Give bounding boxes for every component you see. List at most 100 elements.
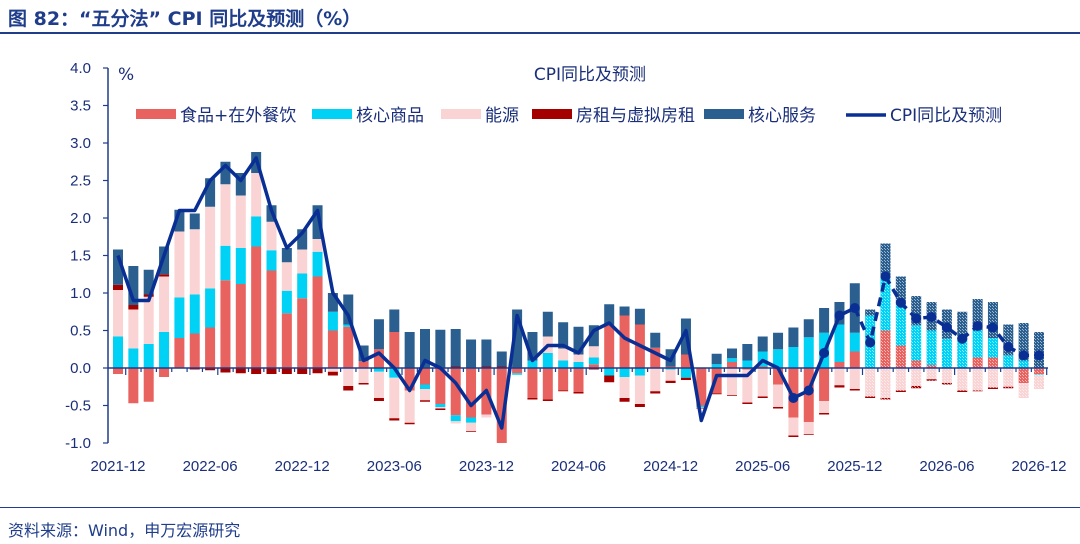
forecast-hatch [895,390,906,392]
bar-food-2023-04 [358,361,369,368]
bar-food-2023-02 [327,330,338,368]
bar-energy-2022-06 [205,206,216,289]
bar-food-2025-02 [696,368,707,406]
bar-core-services-2022-05 [189,213,200,230]
bar-energy-2025-06 [757,368,768,397]
bar-rent-2022-03 [159,274,170,277]
bar-core-services-2025-07 [773,332,784,350]
bar-core-goods-2023-11 [466,417,477,423]
forecast-hatch [895,345,906,368]
bar-rent-2024-08 [604,375,615,383]
bar-food-2024-05 [558,368,569,391]
bar-core-services-2024-09 [619,306,630,316]
forecast-hatch [911,296,922,326]
forecast-hatch [1018,360,1029,368]
bar-energy-2025-09 [803,422,814,434]
bar-rent-2024-10 [634,404,645,407]
bar-rent-2025-05 [742,402,753,404]
bar-core-services-2024-11 [650,332,661,348]
bar-core-goods-2022-01 [128,348,139,368]
bar-core-goods-2023-06 [389,368,400,378]
bar-core-services-2024-03 [527,332,538,361]
bar-core-services-2022-02 [143,269,154,295]
bar-food-2024-01 [496,368,507,443]
bar-food-2022-08 [235,284,246,368]
bar-food-2022-10 [266,270,277,368]
bar-rent-2025-11 [834,385,845,388]
bar-energy-2025-11 [834,368,845,386]
bar-food-2022-05 [189,333,200,368]
bar-energy-2023-10 [450,421,461,424]
bar-core-services-2024-05 [558,322,569,349]
bar-food-2023-08 [420,368,430,385]
bar-core-services-2022-11 [281,248,292,263]
bar-energy-2023-02 [327,368,338,372]
forecast-hatch [1034,368,1044,374]
bar-core-goods-2022-04 [174,297,185,338]
bar-core-goods-2022-09 [251,216,262,247]
bar-core-goods-2025-07 [773,349,784,368]
bar-core-services-2024-02 [512,309,523,368]
bar-rent-2022-01 [128,305,139,310]
bar-energy-2022-08 [235,195,246,248]
forecast-hatch [895,368,906,391]
cpi-point-2026-07 [957,333,968,344]
bar-rent-2023-09 [435,408,446,410]
bar-core-services-2025-06 [757,336,768,352]
bar-rent-2025-09 [803,434,814,435]
x-tick-label: 2024-06 [551,458,606,475]
bar-energy-2023-01 [312,239,323,252]
cpi-point-2026-04 [911,313,922,324]
bar-rent-2023-01 [312,368,323,374]
bar-energy-2025-08 [788,417,799,436]
bar-core-goods-2023-03 [343,324,354,327]
forecast-hatch [1034,374,1044,375]
bar-energy-2024-07 [588,346,599,358]
y-unit-label: % [118,65,134,85]
bar-core-goods-2023-08 [420,384,430,389]
forecast-hatch [941,368,952,383]
forecast-hatch [987,302,998,338]
bar-core-goods-2022-12 [297,273,308,299]
bar-food-2023-09 [435,368,446,404]
bar-core-goods-2025-05 [742,360,753,368]
bar-food-2025-08 [788,368,799,418]
bar-core-services-2025-09 [803,319,814,338]
bar-core-goods-2022-11 [281,290,292,314]
x-tick-label: 2021-12 [90,458,145,475]
bar-food-2022-07 [220,280,231,368]
source-note: 资料来源：Wind，申万宏源研究 [8,521,241,540]
bar-food-2023-07 [404,368,415,391]
bar-energy-2023-11 [466,422,477,431]
forecast-hatch [880,398,891,400]
bar-energy-2023-12 [481,414,492,418]
legend-label: CPI同比及预测 [890,106,1002,126]
bar-core-goods-2024-08 [604,368,615,376]
bar-food-2024-09 [619,315,630,368]
bar-core-services-2022-01 [128,266,139,305]
y-tick-label: 3.5 [70,98,91,115]
bar-rent-2024-09 [619,398,630,402]
forecast-hatch [895,276,906,305]
bar-food-2022-03 [159,368,170,377]
bar-rent-2023-06 [389,418,400,421]
x-tick-label: 2023-12 [459,458,514,475]
bar-core-services-2025-03 [711,353,722,365]
bar-core-goods-2022-06 [205,288,216,328]
forecast-hatch [1003,355,1014,368]
bar-rent-2024-04 [542,399,553,401]
bar-core-services-2022-08 [235,173,246,196]
forecast-hatch [1034,332,1044,368]
bar-core-services-2025-05 [742,344,753,361]
bar-core-goods-2023-02 [327,311,338,331]
forecast-hatch [880,330,891,368]
bar-core-goods-2025-09 [803,337,814,368]
forecast-hatch [880,278,891,331]
legend-swatch-rent [532,109,572,119]
forecast-hatch [941,383,952,385]
bar-core-goods-2023-10 [450,415,461,422]
bar-core-services-2023-12 [481,339,492,367]
legend-swatch-core-goods [312,109,352,119]
bar-energy-2024-05 [558,348,569,361]
